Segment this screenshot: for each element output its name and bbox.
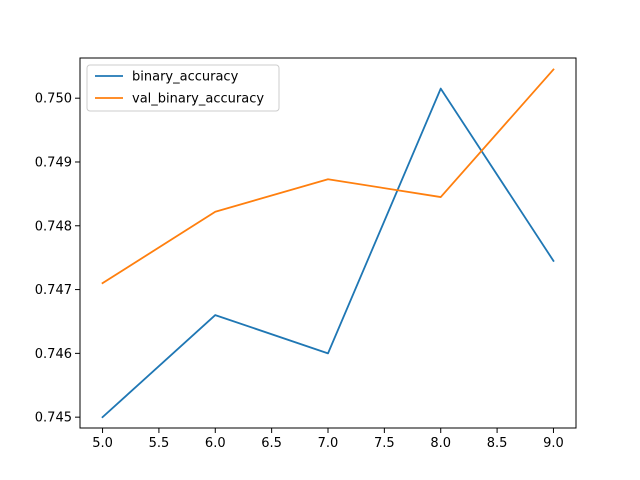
x-tick-label: 6.5 [261, 436, 282, 451]
y-tick-label: 0.749 [35, 155, 72, 170]
legend-label: val_binary_accuracy [132, 92, 264, 107]
x-tick-label: 9.0 [543, 436, 564, 451]
x-tick-label: 5.5 [149, 436, 170, 451]
x-tick-label: 6.0 [205, 436, 226, 451]
x-tick-label: 7.0 [318, 436, 339, 451]
series-layer [101, 68, 555, 419]
y-tick-label: 0.750 [35, 92, 72, 107]
x-axis: 5.0 5.5 6.0 6.5 7.0 7.5 8.0 8.5 9.0 [92, 428, 564, 451]
y-tick-label: 0.745 [35, 411, 72, 426]
legend-box [86, 64, 280, 112]
x-tick-label: 8.5 [487, 436, 508, 451]
x-tick-label: 7.5 [374, 436, 395, 451]
legend: binary_accuracy val_binary_accuracy [86, 64, 280, 112]
x-tick-label: 8.0 [430, 436, 451, 451]
y-tick-label: 0.746 [35, 347, 72, 362]
y-tick-label: 0.748 [35, 219, 72, 234]
legend-label: binary_accuracy [132, 70, 239, 85]
y-tick-label: 0.747 [35, 283, 72, 298]
y-axis: 0.745 0.746 0.747 0.748 0.749 0.750 [35, 92, 80, 426]
x-tick-label: 5.0 [92, 436, 113, 451]
